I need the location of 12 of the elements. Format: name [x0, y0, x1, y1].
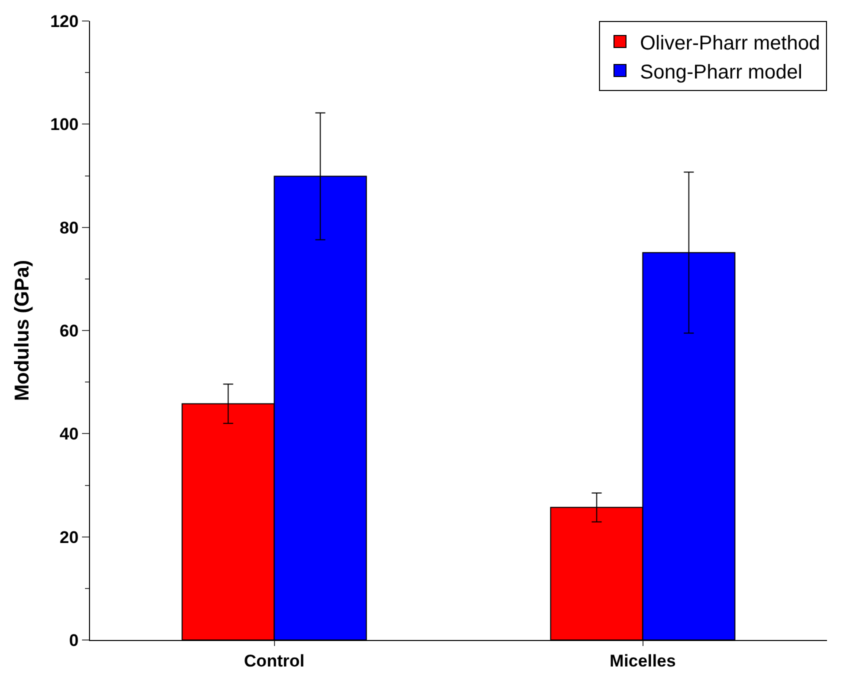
y-tick-label: 80	[60, 218, 79, 238]
y-tick-label: 40	[60, 424, 79, 444]
y-tick-label: 20	[60, 528, 79, 547]
legend-label: Oliver-Pharr method	[640, 32, 820, 54]
legend-label: Song-Pharr model	[640, 61, 802, 84]
x-tick-label: Micelles	[610, 651, 676, 670]
y-tick-label: 120	[50, 12, 79, 31]
y-axis-title: Modulus (GPa)	[12, 260, 34, 402]
y-tick-label: 60	[60, 321, 79, 340]
y-tick-label: 100	[50, 115, 79, 134]
x-tick-label: Control	[244, 651, 304, 670]
y-tick-label: 0	[69, 630, 79, 650]
